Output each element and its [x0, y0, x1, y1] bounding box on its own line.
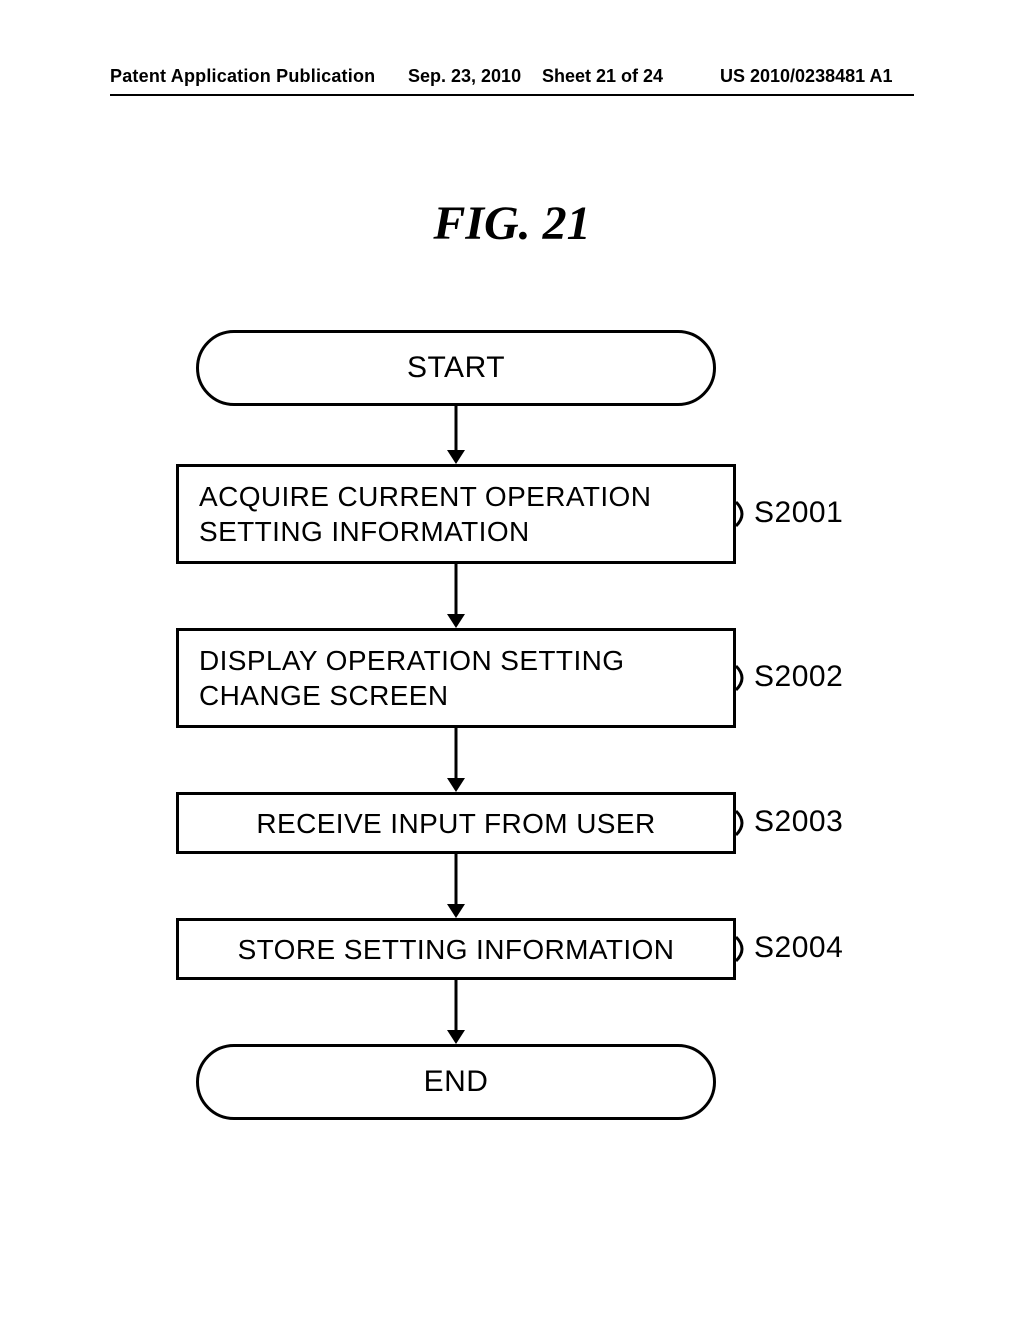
page: Patent Application Publication Sep. 23, … [0, 0, 1024, 1320]
flow-node-end: END [196, 1044, 716, 1120]
flow-arrow-icon [436, 980, 476, 1044]
flow-node-text: DISPLAY OPERATION SETTING CHANGE SCREEN [199, 643, 624, 713]
flow-arrow-icon [436, 564, 476, 628]
header-pubno: US 2010/0238481 A1 [720, 66, 892, 87]
header-rule [110, 94, 914, 96]
header-sheet: Sheet 21 of 24 [542, 66, 663, 87]
flow-step-label: S2003 [754, 805, 843, 839]
flow-arrow-icon [436, 406, 476, 464]
flow-step-label: S2001 [754, 496, 843, 530]
flow-step-label: S2004 [754, 931, 843, 965]
flow-node-s3: RECEIVE INPUT FROM USER [176, 792, 736, 854]
flow-node-s2: DISPLAY OPERATION SETTING CHANGE SCREEN [176, 628, 736, 728]
flow-node-text: STORE SETTING INFORMATION [238, 932, 675, 967]
flow-node-s4: STORE SETTING INFORMATION [176, 918, 736, 980]
header-publication: Patent Application Publication [110, 66, 375, 87]
figure-title: FIG. 21 [0, 196, 1024, 251]
flow-step-label: S2002 [754, 660, 843, 694]
flow-node-text: END [424, 1065, 489, 1099]
flow-arrow-icon [436, 854, 476, 918]
header-date: Sep. 23, 2010 [408, 66, 521, 87]
flow-node-start: START [196, 330, 716, 406]
flow-node-text: RECEIVE INPUT FROM USER [256, 806, 655, 841]
flow-node-s1: ACQUIRE CURRENT OPERATION SETTING INFORM… [176, 464, 736, 564]
flow-node-text: ACQUIRE CURRENT OPERATION SETTING INFORM… [199, 479, 651, 549]
flow-arrow-icon [436, 728, 476, 792]
flow-node-text: START [407, 351, 505, 385]
